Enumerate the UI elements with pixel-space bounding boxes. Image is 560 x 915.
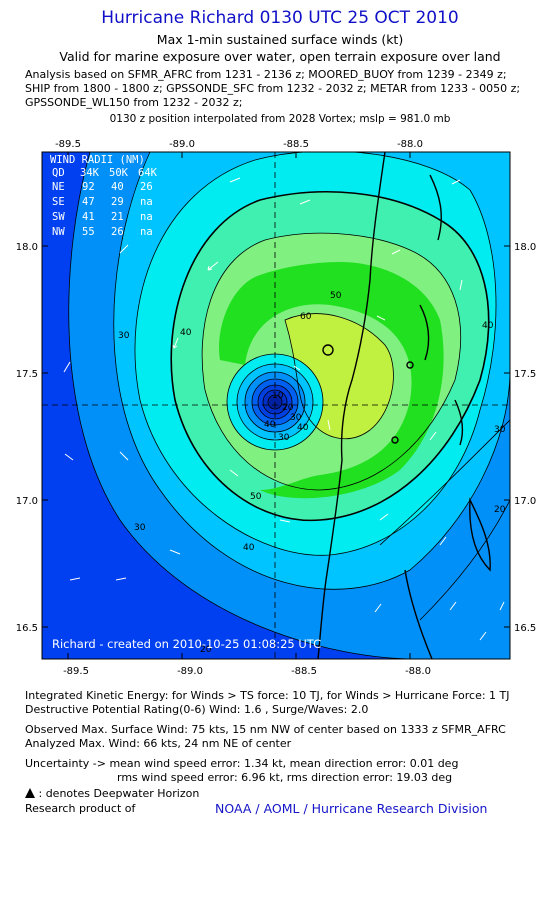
ike-line: Integrated Kinetic Energy: for Winds > T… — [25, 689, 510, 702]
wind-radii-cell: SE — [52, 196, 65, 208]
lat-tick-labels-left: 18.0 17.5 17.0 16.5 — [16, 242, 38, 634]
contour-label: 30 — [278, 433, 290, 443]
wind-radii-title: WIND RADII (NM) — [50, 154, 145, 166]
deepwater-legend-text: : denotes Deepwater Horizon — [38, 787, 200, 800]
lon-tick-label: -88.5 — [283, 139, 309, 150]
contour-label: 20 — [282, 403, 294, 413]
wind-radii-header-cell: QD — [52, 167, 65, 179]
lat-tick-label: 18.0 — [16, 242, 38, 253]
wind-radii-cell: NW — [52, 226, 65, 238]
uncertainty-rms-line: rms wind speed error: 6.96 kt, rms direc… — [117, 771, 453, 784]
lon-tick-label: -88.0 — [397, 139, 423, 150]
wind-radii-header-cell: 50K — [109, 167, 129, 179]
lat-tick-label: 16.5 — [16, 623, 38, 634]
analysis-line: GPSSONDE_WL150 from 1232 - 2032 z; — [25, 96, 243, 109]
lat-tick-label: 18.0 — [514, 242, 536, 253]
lon-tick-label: -89.5 — [55, 139, 81, 150]
contour-label: 20 — [494, 505, 506, 515]
wind-radii-cell: 41 — [82, 211, 95, 223]
deepwater-horizon-icon — [25, 788, 35, 798]
contour-label: 20 — [200, 645, 212, 655]
wind-radii-cell: 92 — [82, 181, 95, 193]
lat-tick-label: 17.5 — [16, 369, 38, 380]
contour-label: 40 — [297, 423, 309, 433]
deepwater-legend: : denotes Deepwater Horizon — [25, 787, 199, 801]
analysis-line: Analysis based on SFMR_AFRC from 1231 - … — [25, 68, 507, 81]
wind-radii-header-cell: 34K — [80, 167, 100, 179]
wind-radii-cell: 21 — [111, 211, 124, 223]
subtitle-winds: Max 1-min sustained surface winds (kt) — [156, 32, 404, 47]
wind-radii-cell: na — [140, 211, 153, 223]
lon-tick-labels-top: -89.5 -89.0 -88.5 -88.0 — [55, 139, 423, 150]
uncertainty-line: Uncertainty -> mean wind speed error: 1.… — [25, 757, 459, 770]
contour-label: 30 — [134, 523, 146, 533]
wind-radii-cell: 47 — [82, 196, 95, 208]
wind-radii-cell: na — [140, 226, 153, 238]
wind-radii-row: NE 92 40 26 — [52, 181, 153, 193]
dpr-line: Destructive Potential Rating(0-6) Wind: … — [25, 703, 369, 716]
contour-label: 30 — [118, 331, 130, 341]
lon-tick-label: -88.0 — [405, 666, 431, 675]
lat-tick-label: 17.5 — [514, 369, 536, 380]
wind-radii-cell: 29 — [111, 196, 124, 208]
band-70 — [219, 262, 444, 499]
contour-label: 40 — [264, 420, 276, 430]
wind-radii-cell: 40 — [111, 181, 124, 193]
center-crosshair — [42, 152, 510, 659]
analyzed-max-line: Analyzed Max. Wind: 66 kts, 24 nm NE of … — [25, 737, 292, 750]
lat-tick-label: 17.0 — [16, 496, 38, 507]
wind-radii-cell: NE — [52, 181, 65, 193]
page-title: Hurricane Richard 0130 UTC 25 OCT 2010 — [101, 8, 459, 28]
contour-label: 40 — [482, 321, 494, 331]
contour-labels: 30 40 50 60 30 40 50 40 30 20 20 30 40 1… — [118, 291, 506, 655]
plot-frame — [41, 151, 511, 660]
contour-label: 40 — [180, 328, 192, 338]
wind-field-map: 30 40 50 60 30 40 50 40 30 20 20 30 40 1… — [16, 139, 537, 675]
coastline — [317, 152, 491, 659]
wind-contours — [42, 152, 510, 659]
lat-tick-label: 17.0 — [514, 496, 536, 507]
contour-lines — [68, 152, 510, 659]
wind-radii-table: WIND RADII (NM) QD 34K 50K 64K NE 92 40 … — [50, 154, 158, 238]
lat-tick-labels-right: 18.0 17.5 17.0 16.5 — [514, 242, 536, 634]
wind-radii-cell: 55 — [82, 226, 95, 238]
contour-label: 40 — [243, 543, 255, 553]
observed-max-line: Observed Max. Surface Wind: 75 kts, 15 n… — [25, 723, 506, 736]
wind-radii-cell: SW — [52, 211, 65, 223]
analysis-line: SHIP from 1800 - 1800 z; GPSSONDE_SFC fr… — [25, 82, 521, 95]
wind-radii-row: SE 47 29 na — [52, 196, 153, 208]
research-label: Research product of — [25, 802, 136, 815]
analysis-sources: Analysis based on SFMR_AFRC from 1231 - … — [25, 68, 520, 110]
lon-axis-ticks — [67, 152, 411, 659]
wind-radii-row: NW 55 26 na — [52, 226, 153, 238]
contour-label: 30 — [290, 413, 302, 423]
subtitle-exposure: Valid for marine exposure over water, op… — [59, 49, 501, 64]
lon-tick-label: -89.0 — [169, 139, 195, 150]
wind-vectors — [63, 177, 505, 641]
wind-radii-cell: na — [140, 196, 153, 208]
noaa-aoml-hrd-credit: NOAA / AOML / Hurricane Research Divisio… — [215, 801, 488, 816]
lat-axis-ticks — [42, 245, 510, 628]
contour-label: 50 — [330, 291, 342, 301]
wind-radii-cell: 26 — [140, 181, 153, 193]
lon-tick-label: -89.0 — [177, 666, 203, 675]
wind-radii-row: SW 41 21 na — [52, 211, 153, 223]
lat-tick-label: 16.5 — [514, 623, 536, 634]
contour-label: 60 — [300, 312, 312, 322]
contour-label: 50 — [250, 492, 262, 502]
wind-radii-header-cell: 64K — [138, 167, 158, 179]
map-credit: Richard - created on 2010-10-25 01:08:25… — [52, 637, 321, 651]
contour-label: 30 — [494, 425, 506, 435]
lon-tick-label: -89.5 — [63, 666, 89, 675]
lon-tick-labels-bottom: -89.5 -89.0 -88.5 -88.0 — [63, 666, 431, 675]
position-note: 0130 z position interpolated from 2028 V… — [109, 113, 451, 125]
contour-label: 10 — [272, 391, 284, 401]
lon-tick-label: -88.5 — [291, 666, 317, 675]
wind-radii-header: QD 34K 50K 64K — [52, 167, 158, 179]
wind-radii-cell: 26 — [111, 226, 124, 238]
